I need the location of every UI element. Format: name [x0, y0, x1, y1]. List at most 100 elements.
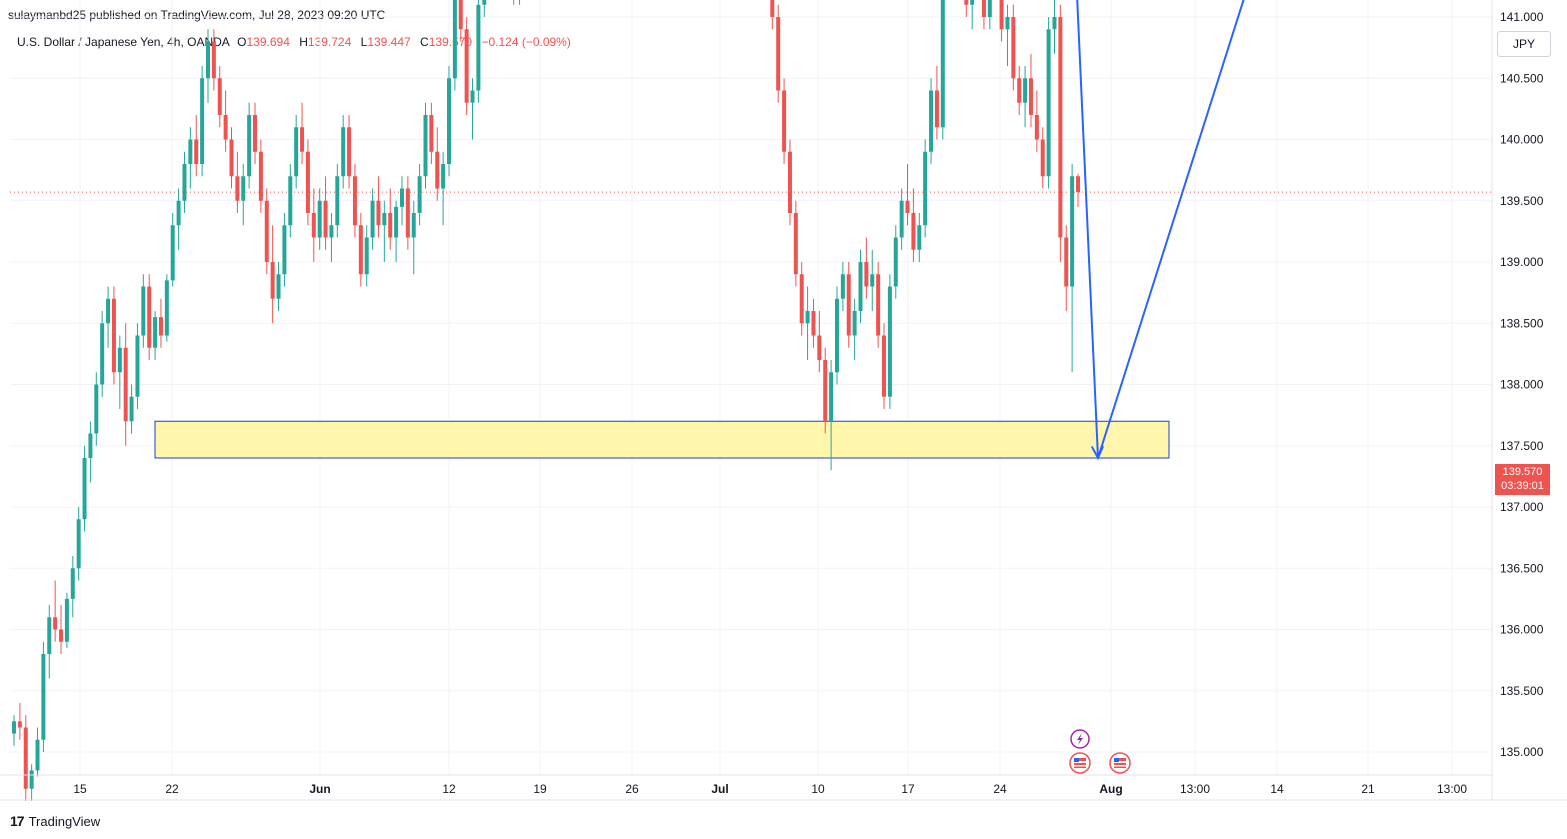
candle: [300, 102, 305, 164]
candle: [917, 213, 922, 262]
candle: [347, 115, 352, 189]
candle: [329, 213, 334, 262]
candle: [405, 176, 410, 250]
candle-body: [335, 176, 340, 226]
open-label: O: [237, 35, 247, 49]
candle: [229, 127, 234, 189]
candle: [59, 605, 64, 654]
candle-body: [41, 654, 46, 740]
candle-body: [311, 213, 316, 238]
candle: [899, 188, 904, 250]
candle: [770, 0, 775, 30]
candle: [29, 764, 34, 801]
candle: [323, 176, 328, 250]
candle-body: [23, 727, 28, 789]
candle: [211, 29, 216, 91]
x-tick-label: 10: [811, 782, 825, 796]
footer-brand[interactable]: 17 TradingView: [10, 813, 100, 829]
y-tick-label: 138.000: [1500, 378, 1544, 392]
candle: [793, 200, 798, 287]
candle-body: [247, 115, 252, 177]
candle: [264, 188, 269, 275]
candle: [999, 0, 1004, 42]
candle-body: [17, 721, 22, 728]
candle: [53, 580, 58, 642]
arrow-head-down: [1090, 445, 1105, 461]
candle: [364, 225, 369, 287]
candle-body: [899, 200, 904, 238]
candle: [987, 0, 992, 30]
candle-body: [405, 188, 410, 238]
chart-grid: [10, 0, 1492, 775]
candle: [1034, 90, 1039, 152]
candle: [12, 715, 16, 746]
candle: [141, 274, 146, 348]
candle: [270, 225, 275, 324]
candle-body: [347, 127, 352, 177]
current-price-tag: 139.570 03:39:01: [1495, 464, 1550, 495]
candle: [123, 323, 128, 446]
candle-body: [223, 115, 228, 140]
candle-body: [100, 323, 105, 385]
candle-body: [805, 311, 810, 324]
currency-button[interactable]: JPY: [1497, 31, 1551, 57]
candle-body: [135, 335, 140, 397]
candle: [834, 286, 839, 385]
candle: [981, 0, 986, 30]
candle: [335, 164, 340, 238]
candle-body: [917, 225, 922, 250]
candle-body: [258, 151, 263, 201]
candle-body: [323, 200, 328, 238]
candle: [1070, 164, 1075, 373]
candle-body: [29, 770, 34, 789]
candle: [76, 507, 81, 581]
x-tick-label: 15: [73, 782, 87, 796]
candle-body: [253, 115, 258, 152]
candle-body: [117, 347, 122, 373]
candle-body: [35, 739, 40, 771]
candle-body: [435, 151, 440, 189]
candle-body: [476, 4, 481, 91]
candle-body: [188, 139, 193, 164]
candle-body: [970, 0, 975, 5]
candle-body: [305, 151, 310, 213]
candle: [305, 139, 310, 226]
candle: [341, 115, 346, 189]
candle-body: [911, 213, 916, 250]
candle: [823, 347, 828, 434]
candle-body: [829, 372, 834, 422]
candle-body: [999, 0, 1004, 30]
candle-body: [464, 29, 469, 103]
candle-body: [441, 164, 446, 189]
candle: [452, 0, 457, 91]
candle: [887, 274, 892, 409]
candle-body: [158, 317, 163, 336]
candle-body: [388, 213, 393, 238]
x-tick-label: 14: [1270, 782, 1284, 796]
candle: [441, 151, 446, 226]
candle: [864, 237, 869, 299]
candle-body: [423, 115, 428, 177]
candle-body: [905, 200, 910, 213]
candle: [911, 188, 916, 262]
candle-body: [12, 721, 16, 734]
candle: [787, 139, 792, 226]
candle: [205, 29, 210, 103]
candle: [188, 127, 193, 189]
y-tick-label: 135.500: [1500, 684, 1544, 698]
candle: [840, 262, 845, 311]
candle: [94, 372, 99, 446]
symbol-name[interactable]: U.S. Dollar / Japanese Yen, 4h, OANDA: [17, 35, 230, 49]
candle-body: [47, 617, 52, 654]
x-tick-label: 26: [625, 782, 639, 796]
candle: [129, 384, 134, 434]
y-tick-label: 136.500: [1500, 561, 1544, 575]
candle-body: [294, 127, 299, 177]
x-tick-label: Aug: [1099, 782, 1122, 796]
candle: [47, 605, 52, 679]
candle-body: [852, 311, 857, 336]
candle-body: [264, 200, 269, 262]
candle-body: [329, 225, 334, 238]
high-label: H: [299, 35, 308, 49]
